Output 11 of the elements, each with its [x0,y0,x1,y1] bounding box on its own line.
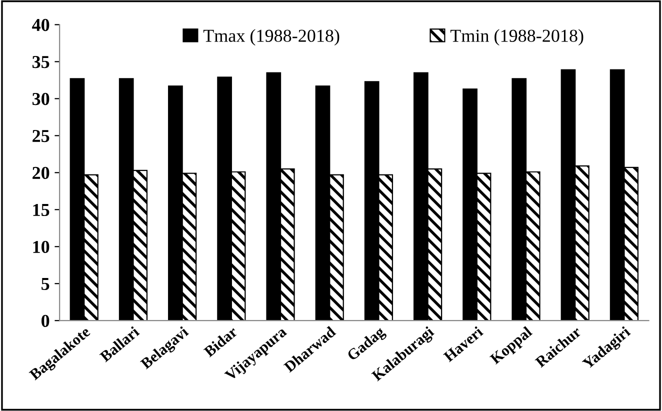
y-tick-label: 40 [32,18,50,32]
y-tick-label: 5 [42,278,50,290]
y-tick-label: 30 [32,92,50,106]
y-tick-label: 25 [32,130,50,142]
legend-label: Tmin (1988-2018) [450,29,584,46]
y-tick-label: 10 [33,240,50,254]
y-tick-label: 15 [33,204,50,216]
y-tick-label: 20 [32,166,50,180]
y-tick-label: 0 [42,314,50,328]
y-tick-label: 35 [32,56,50,68]
legend-label: Tmax (1988-2018) [203,29,340,46]
